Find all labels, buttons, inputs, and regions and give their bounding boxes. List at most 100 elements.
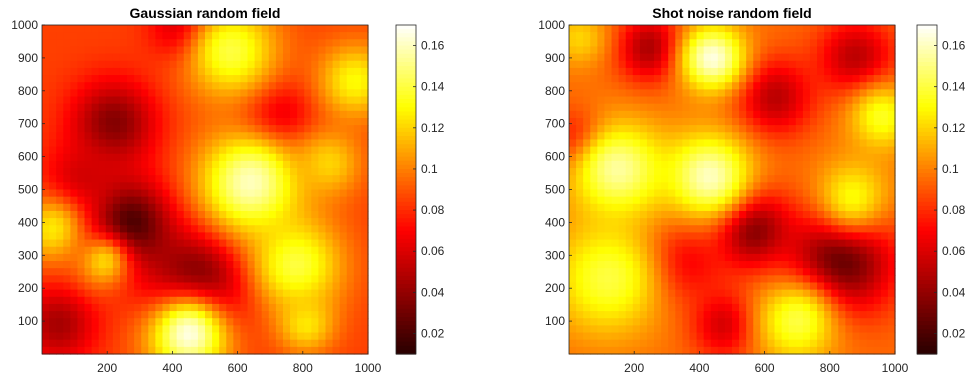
heatmap-cell — [318, 339, 327, 348]
heatmap-cell — [654, 60, 662, 69]
heatmap-cell — [646, 153, 655, 162]
heatmap-cell — [746, 311, 754, 319]
heatmap-cell — [866, 346, 875, 355]
heatmap-cell — [261, 303, 270, 312]
heatmap-cell — [767, 168, 776, 176]
heatmap-cell — [261, 60, 270, 69]
heatmap-cell — [781, 339, 790, 348]
heatmap-cell — [675, 132, 683, 141]
heatmap-cell — [753, 82, 761, 90]
heatmap-cell — [176, 332, 185, 341]
heatmap-cell — [817, 53, 825, 62]
heatmap-cell — [268, 218, 277, 226]
heatmap-cell — [254, 189, 263, 198]
heatmap-cell — [852, 203, 861, 212]
heatmap-cell — [148, 168, 156, 176]
colorbar-tick-label: 0.16 — [421, 39, 445, 53]
heatmap-cell — [332, 225, 341, 234]
heatmap-cell — [746, 53, 754, 62]
heatmap-cell — [197, 311, 206, 319]
heatmap-cell — [724, 168, 733, 176]
heatmap-cell — [325, 103, 334, 112]
heatmap-cell — [176, 132, 185, 141]
colorbar-segment — [396, 300, 416, 306]
heatmap-cell — [49, 160, 57, 169]
heatmap-cell — [639, 261, 648, 269]
heatmap-cell — [240, 96, 249, 105]
colorbar-segment — [396, 140, 416, 145]
heatmap-cell — [261, 25, 270, 33]
heatmap-cell — [112, 332, 121, 341]
heatmap-cell — [845, 175, 854, 183]
heatmap-cell — [360, 96, 369, 105]
heatmap-cell — [852, 82, 861, 90]
heatmap-cell — [233, 282, 242, 291]
heatmap-cell — [98, 346, 107, 355]
heatmap-cell — [297, 182, 305, 191]
heatmap-cell — [682, 32, 691, 40]
heatmap-cell — [212, 125, 220, 133]
heatmap-cell — [282, 196, 291, 205]
colorbar-segment — [917, 90, 937, 96]
heatmap-cell — [56, 189, 64, 198]
heatmap-cell — [247, 332, 256, 341]
heatmap-cell — [205, 210, 213, 219]
heatmap-cell — [197, 261, 206, 269]
heatmap-cell — [176, 89, 185, 98]
heatmap-cell — [63, 110, 71, 119]
heatmap-cell — [332, 239, 341, 248]
heatmap-cell — [753, 261, 761, 269]
colorbar-tick-label: 0.1 — [421, 162, 438, 176]
heatmap-cell — [732, 139, 740, 148]
heatmap-cell — [141, 153, 149, 162]
heatmap-cell — [325, 268, 334, 276]
heatmap-cell — [268, 325, 277, 334]
heatmap-cell — [774, 282, 783, 291]
heatmap-cell — [739, 132, 747, 141]
heatmap-cell — [845, 196, 854, 205]
colorbar-segment — [396, 185, 416, 191]
heatmap-cell — [197, 46, 206, 55]
heatmap-cell — [774, 96, 783, 105]
heatmap-cell — [339, 346, 348, 355]
heatmap-cell — [148, 261, 156, 269]
colorbar-segment — [917, 205, 937, 211]
heatmap-cell — [84, 325, 93, 334]
heatmap-cell — [332, 175, 341, 183]
heatmap-cell — [134, 311, 142, 319]
heatmap-cell — [817, 96, 825, 105]
heatmap-cell — [597, 225, 606, 234]
heatmap-cell — [689, 332, 698, 341]
heatmap-cell — [788, 182, 797, 191]
heatmap-cell — [732, 325, 740, 334]
heatmap-cell — [781, 346, 790, 355]
heatmap-cell — [119, 268, 128, 276]
heatmap-cell — [675, 189, 683, 198]
heatmap-cell — [838, 282, 846, 291]
heatmap-cell — [134, 175, 142, 183]
heatmap-cell — [155, 210, 164, 219]
heatmap-cell — [866, 268, 875, 276]
heatmap-cell — [346, 303, 355, 312]
heatmap-cell — [618, 25, 627, 33]
heatmap-cell — [632, 89, 641, 98]
heatmap-cell — [611, 60, 620, 69]
heatmap-cell — [155, 67, 164, 76]
heatmap-cell — [290, 210, 298, 219]
heatmap-cell — [604, 32, 613, 40]
heatmap-cell — [590, 168, 598, 176]
heatmap-cell — [668, 196, 676, 205]
heatmap-cell — [155, 196, 164, 205]
heatmap-cell — [739, 53, 747, 62]
heatmap-cell — [724, 346, 733, 355]
heatmap-cell — [668, 189, 676, 198]
heatmap-cell — [873, 311, 882, 319]
heatmap-cell — [212, 346, 220, 355]
heatmap-cell — [56, 275, 64, 284]
heatmap-cell — [625, 210, 634, 219]
heatmap-cell — [176, 303, 185, 312]
heatmap-cell — [753, 218, 761, 226]
heatmap-cell — [318, 210, 327, 219]
heatmap-cell — [887, 218, 896, 226]
heatmap-cell — [169, 82, 178, 90]
